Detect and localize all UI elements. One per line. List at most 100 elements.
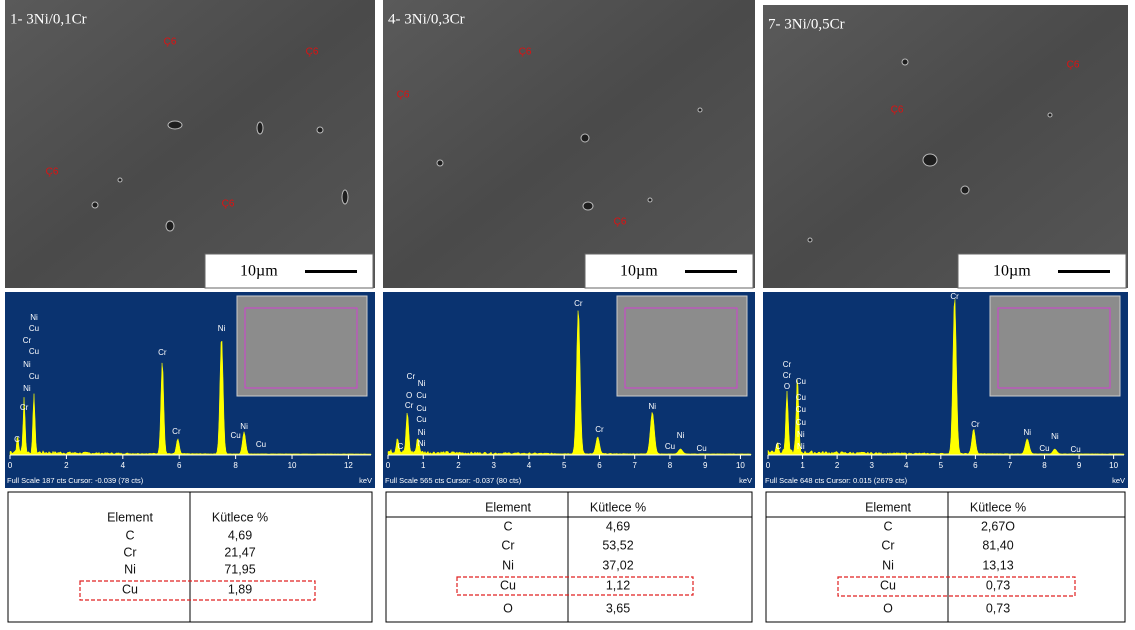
sem-image (383, 0, 755, 288)
eds-footer: Full Scale 187 cts Cursor: -0.039 (78 ct… (7, 476, 144, 485)
peak-label: Ni (1023, 428, 1031, 437)
sem-marker: Ç6 (614, 217, 627, 228)
table-cell: C (503, 519, 512, 533)
peak-label: Cr (20, 403, 29, 412)
sem-feature (342, 190, 348, 204)
peak-label: Cr (971, 420, 980, 429)
x-tick-label: 8 (668, 461, 673, 470)
peak-label: C (14, 435, 20, 444)
scale-bar (685, 270, 737, 273)
table-cell: O (503, 601, 513, 615)
x-tick-label: 5 (939, 461, 944, 470)
sem-feature (583, 202, 593, 210)
table-cell: 1,89 (228, 582, 252, 596)
peak-label: O (406, 391, 412, 400)
table-cell: C (125, 528, 134, 542)
table-cell: C (883, 519, 892, 533)
table-cell: 0,73 (986, 601, 1010, 615)
x-tick-label: 0 (766, 461, 771, 470)
peak-label: Cu (665, 442, 675, 451)
peak-label: Ni (1051, 432, 1059, 441)
peak-label: Cu (796, 418, 806, 427)
peak-label: Cr (783, 360, 792, 369)
peak-label: Cu (29, 347, 39, 356)
table-cell: Ni (882, 558, 894, 572)
table-cell: 4,69 (606, 519, 630, 533)
table-cell: 4,69 (228, 528, 252, 542)
x-tick-label: 9 (703, 461, 708, 470)
x-tick-label: 2 (64, 461, 69, 470)
table-cell: 71,95 (224, 562, 255, 576)
sem-image (5, 0, 375, 288)
peak-label: Cu (416, 391, 426, 400)
x-tick-label: 4 (904, 461, 909, 470)
peak-label: Ni (418, 379, 426, 388)
peak-label: Cr (595, 425, 604, 434)
x-tick-label: 8 (233, 461, 238, 470)
sem-feature (961, 186, 969, 194)
peak-label: O (784, 382, 790, 391)
scale-label: 10µm (620, 263, 658, 280)
table-cell: Cu (880, 578, 896, 592)
peak-label: Cr (405, 401, 414, 410)
x-tick-label: 1 (421, 461, 426, 470)
sem-marker: Ç6 (1067, 60, 1080, 71)
sem-feature (902, 59, 908, 65)
peak-label: Ni (677, 431, 685, 440)
sem-feature (698, 108, 702, 112)
table-header: Kütlece % (212, 510, 268, 524)
peak-label: Cu (416, 404, 426, 413)
peak-label: Cu (1070, 445, 1080, 454)
peak-label: Cu (1039, 444, 1049, 453)
sem-marker: Ç6 (46, 167, 59, 178)
x-unit: keV (739, 476, 752, 485)
scale-label: 10µm (240, 263, 278, 280)
sem-image (763, 5, 1128, 288)
x-tick-label: 8 (1042, 461, 1047, 470)
x-tick-label: 2 (835, 461, 840, 470)
x-tick-label: 1 (800, 461, 805, 470)
x-tick-label: 3 (492, 461, 497, 470)
x-tick-label: 2 (456, 461, 461, 470)
x-tick-label: 4 (121, 461, 126, 470)
x-tick-label: 4 (527, 461, 532, 470)
table-cell: 3,65 (606, 601, 630, 615)
table-header: Element (485, 500, 531, 514)
peak-label: Cu (697, 444, 707, 453)
x-tick-label: 10 (288, 461, 297, 470)
sem-feature (581, 134, 589, 142)
sem-feature (1048, 113, 1052, 117)
sem-feature (437, 160, 443, 166)
scale-label: 10µm (993, 263, 1031, 280)
x-tick-label: 6 (597, 461, 602, 470)
x-tick-label: 7 (1008, 461, 1013, 470)
peak-label: Cu (796, 393, 806, 402)
inset-image (617, 296, 747, 396)
table-cell: 81,40 (982, 538, 1013, 552)
inset-image (990, 296, 1120, 396)
sem-marker: Ç6 (222, 199, 235, 210)
table-cell: 2,67O (981, 519, 1015, 533)
table-cell: 37,02 (602, 558, 633, 572)
sem-feature (257, 122, 263, 134)
table-cell: 1,12 (606, 578, 630, 592)
peak-label: Ni (797, 430, 805, 439)
sem-feature (92, 202, 98, 208)
sem-marker: Ç6 (891, 105, 904, 116)
sem-label: 7- 3Ni/0,5Cr (768, 16, 845, 32)
x-tick-label: 12 (344, 461, 353, 470)
x-tick-label: 7 (632, 461, 637, 470)
peak-label: Cr (407, 372, 416, 381)
scale-bar (305, 270, 357, 273)
peak-label: Cu (796, 377, 806, 386)
peak-label: Cr (574, 299, 583, 308)
table-header: Element (865, 500, 911, 514)
sem-feature (118, 178, 122, 182)
peak-label: Cu (29, 372, 39, 381)
peak-label: Ni (649, 402, 657, 411)
sem-feature (648, 198, 652, 202)
sem-label: 4- 3Ni/0,3Cr (388, 11, 465, 27)
eds-footer: Full Scale 648 cts Cursor: 0.015 (2679 c… (765, 476, 908, 485)
sem-marker: Ç6 (519, 47, 532, 58)
peak-label: C (775, 442, 781, 451)
